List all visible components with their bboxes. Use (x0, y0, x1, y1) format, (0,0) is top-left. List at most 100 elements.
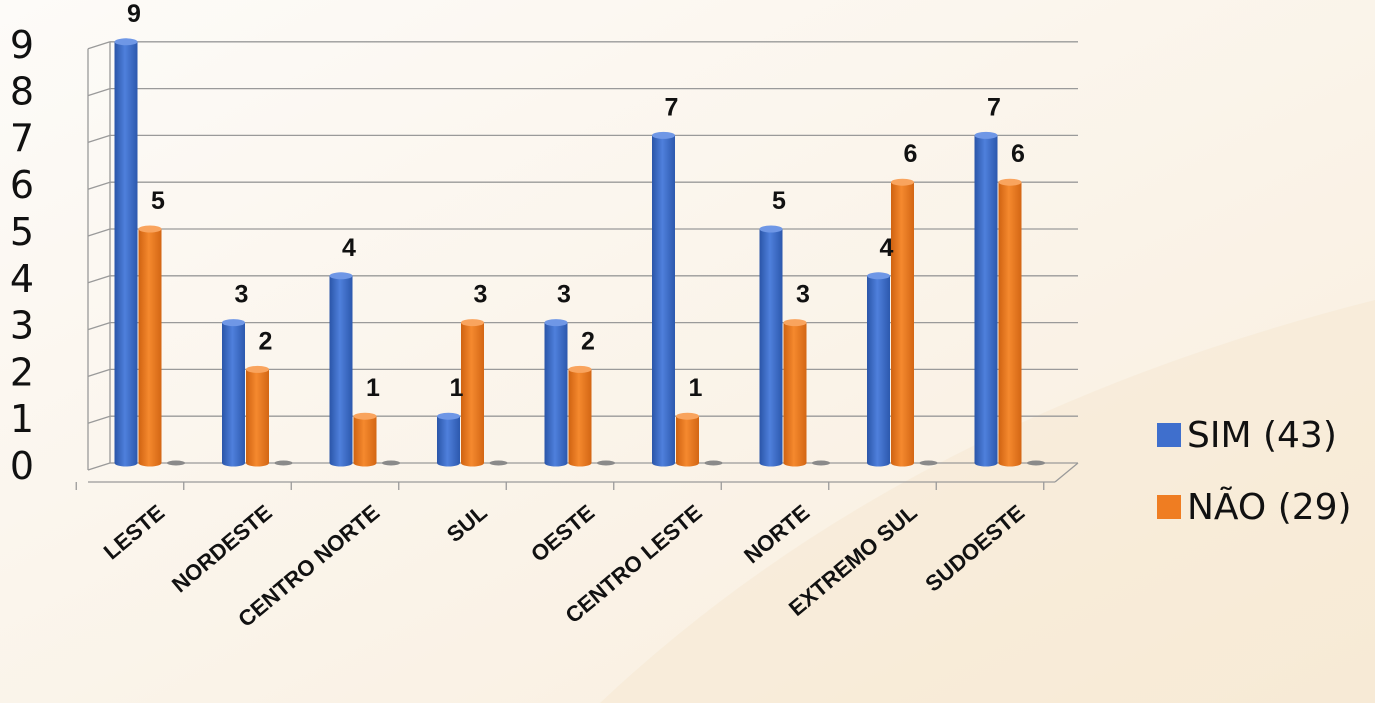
bar-top (544, 319, 568, 327)
gridline-wall (87, 228, 111, 237)
bar-body (891, 182, 914, 467)
empty-series-marker (167, 460, 185, 466)
data-label: 5 (772, 187, 786, 215)
gridline-wall (87, 368, 111, 378)
y-tick-label: 1 (10, 397, 34, 441)
x-axis-side-line (1054, 462, 1079, 483)
bar-extremo-sul-nao (891, 178, 914, 467)
bar-body (783, 322, 807, 467)
bar-body (461, 322, 484, 467)
y-tick-label: 8 (10, 70, 34, 114)
axes (75, 41, 1079, 490)
bar-centro-norte-nao (353, 412, 377, 467)
data-label: 3 (557, 281, 571, 309)
gridline-wall (87, 415, 111, 424)
data-label: 9 (127, 0, 141, 28)
legend-label-sim: SIM (43) (1187, 414, 1337, 456)
empty-series-marker (382, 460, 400, 466)
legend-swatch-sim (1157, 423, 1181, 447)
bar-top (759, 225, 783, 233)
data-label: 3 (796, 281, 810, 309)
bar-body (437, 416, 460, 467)
data-label: 1 (689, 374, 703, 402)
data-label: 4 (342, 234, 356, 262)
empty-series-marker (1027, 460, 1045, 466)
bar-sul-sim (437, 412, 460, 467)
empty-series-marker (919, 460, 938, 466)
bar-top (676, 412, 699, 420)
gridline-wall (87, 181, 111, 190)
empty-series-marker (812, 460, 830, 466)
y-tick-label: 3 (10, 304, 34, 348)
bar-top (652, 131, 675, 139)
bar-top (891, 178, 914, 186)
data-label: 6 (1011, 140, 1025, 168)
bar-top (568, 365, 592, 373)
data-label: 5 (151, 187, 165, 215)
data-label: 2 (581, 327, 595, 355)
y-tick-label: 6 (10, 163, 34, 207)
legend-item-nao: NÃO (29) (1157, 486, 1352, 528)
bar-body (246, 369, 269, 467)
bar-body (353, 416, 377, 467)
bar-top (353, 412, 377, 420)
bar-sul-nao (461, 319, 484, 467)
bar-top (461, 319, 484, 327)
gridline-wall (87, 87, 111, 97)
bar-top (114, 38, 138, 46)
y-tick-label: 9 (10, 23, 34, 67)
bar-leste-sim (114, 38, 138, 467)
bar-top (222, 319, 245, 327)
background-swoosh (600, 300, 1375, 703)
bar-body (974, 135, 998, 467)
bar-sudoeste-nao (998, 178, 1022, 467)
bar-top (138, 225, 162, 233)
data-label: 7 (665, 93, 679, 121)
bar-body (867, 275, 890, 467)
bar-centro-norte-sim (329, 272, 353, 467)
data-label: 7 (987, 93, 1001, 121)
data-label: 2 (259, 327, 273, 355)
grid (87, 41, 1078, 471)
bar-body (222, 322, 245, 467)
gridline-wall (87, 275, 111, 284)
y-tick-label: 4 (10, 257, 34, 301)
data-label: 3 (235, 281, 249, 309)
y-tick-label: 2 (10, 350, 34, 394)
bar-body (114, 41, 138, 467)
bar-body (138, 229, 162, 467)
bar-norte-nao (783, 319, 807, 467)
bar-body (759, 229, 783, 467)
legend-swatch-nao (1157, 495, 1181, 519)
bar-top (329, 272, 353, 280)
y-tick-label: 5 (10, 210, 34, 254)
legend-label-nao: NÃO (29) (1187, 486, 1352, 528)
bar-norte-sim (759, 225, 783, 467)
data-label: 1 (450, 374, 464, 402)
bar-centro-leste-nao (676, 412, 699, 467)
bar-top (437, 412, 460, 420)
bar-top (867, 272, 890, 280)
data-label: 3 (474, 281, 488, 309)
bar-top (998, 178, 1022, 186)
gridline-wall (87, 134, 111, 144)
gridline-wall (87, 321, 111, 331)
y-tick-label: 0 (10, 444, 34, 488)
bar-oeste-nao (568, 365, 592, 467)
bar-body (676, 416, 699, 467)
bar-nordeste-nao (246, 365, 269, 467)
data-label: 1 (366, 374, 380, 402)
data-label: 4 (880, 234, 894, 262)
bar-top (783, 319, 807, 327)
bar-body (652, 135, 675, 467)
bar-top (246, 365, 269, 373)
legend-item-sim: SIM (43) (1157, 414, 1352, 456)
bar-centro-leste-sim (652, 131, 675, 467)
bar-oeste-sim (544, 319, 568, 467)
bar-top (974, 131, 998, 139)
bar-extremo-sul-sim (867, 272, 890, 467)
empty-series-marker (704, 460, 723, 466)
